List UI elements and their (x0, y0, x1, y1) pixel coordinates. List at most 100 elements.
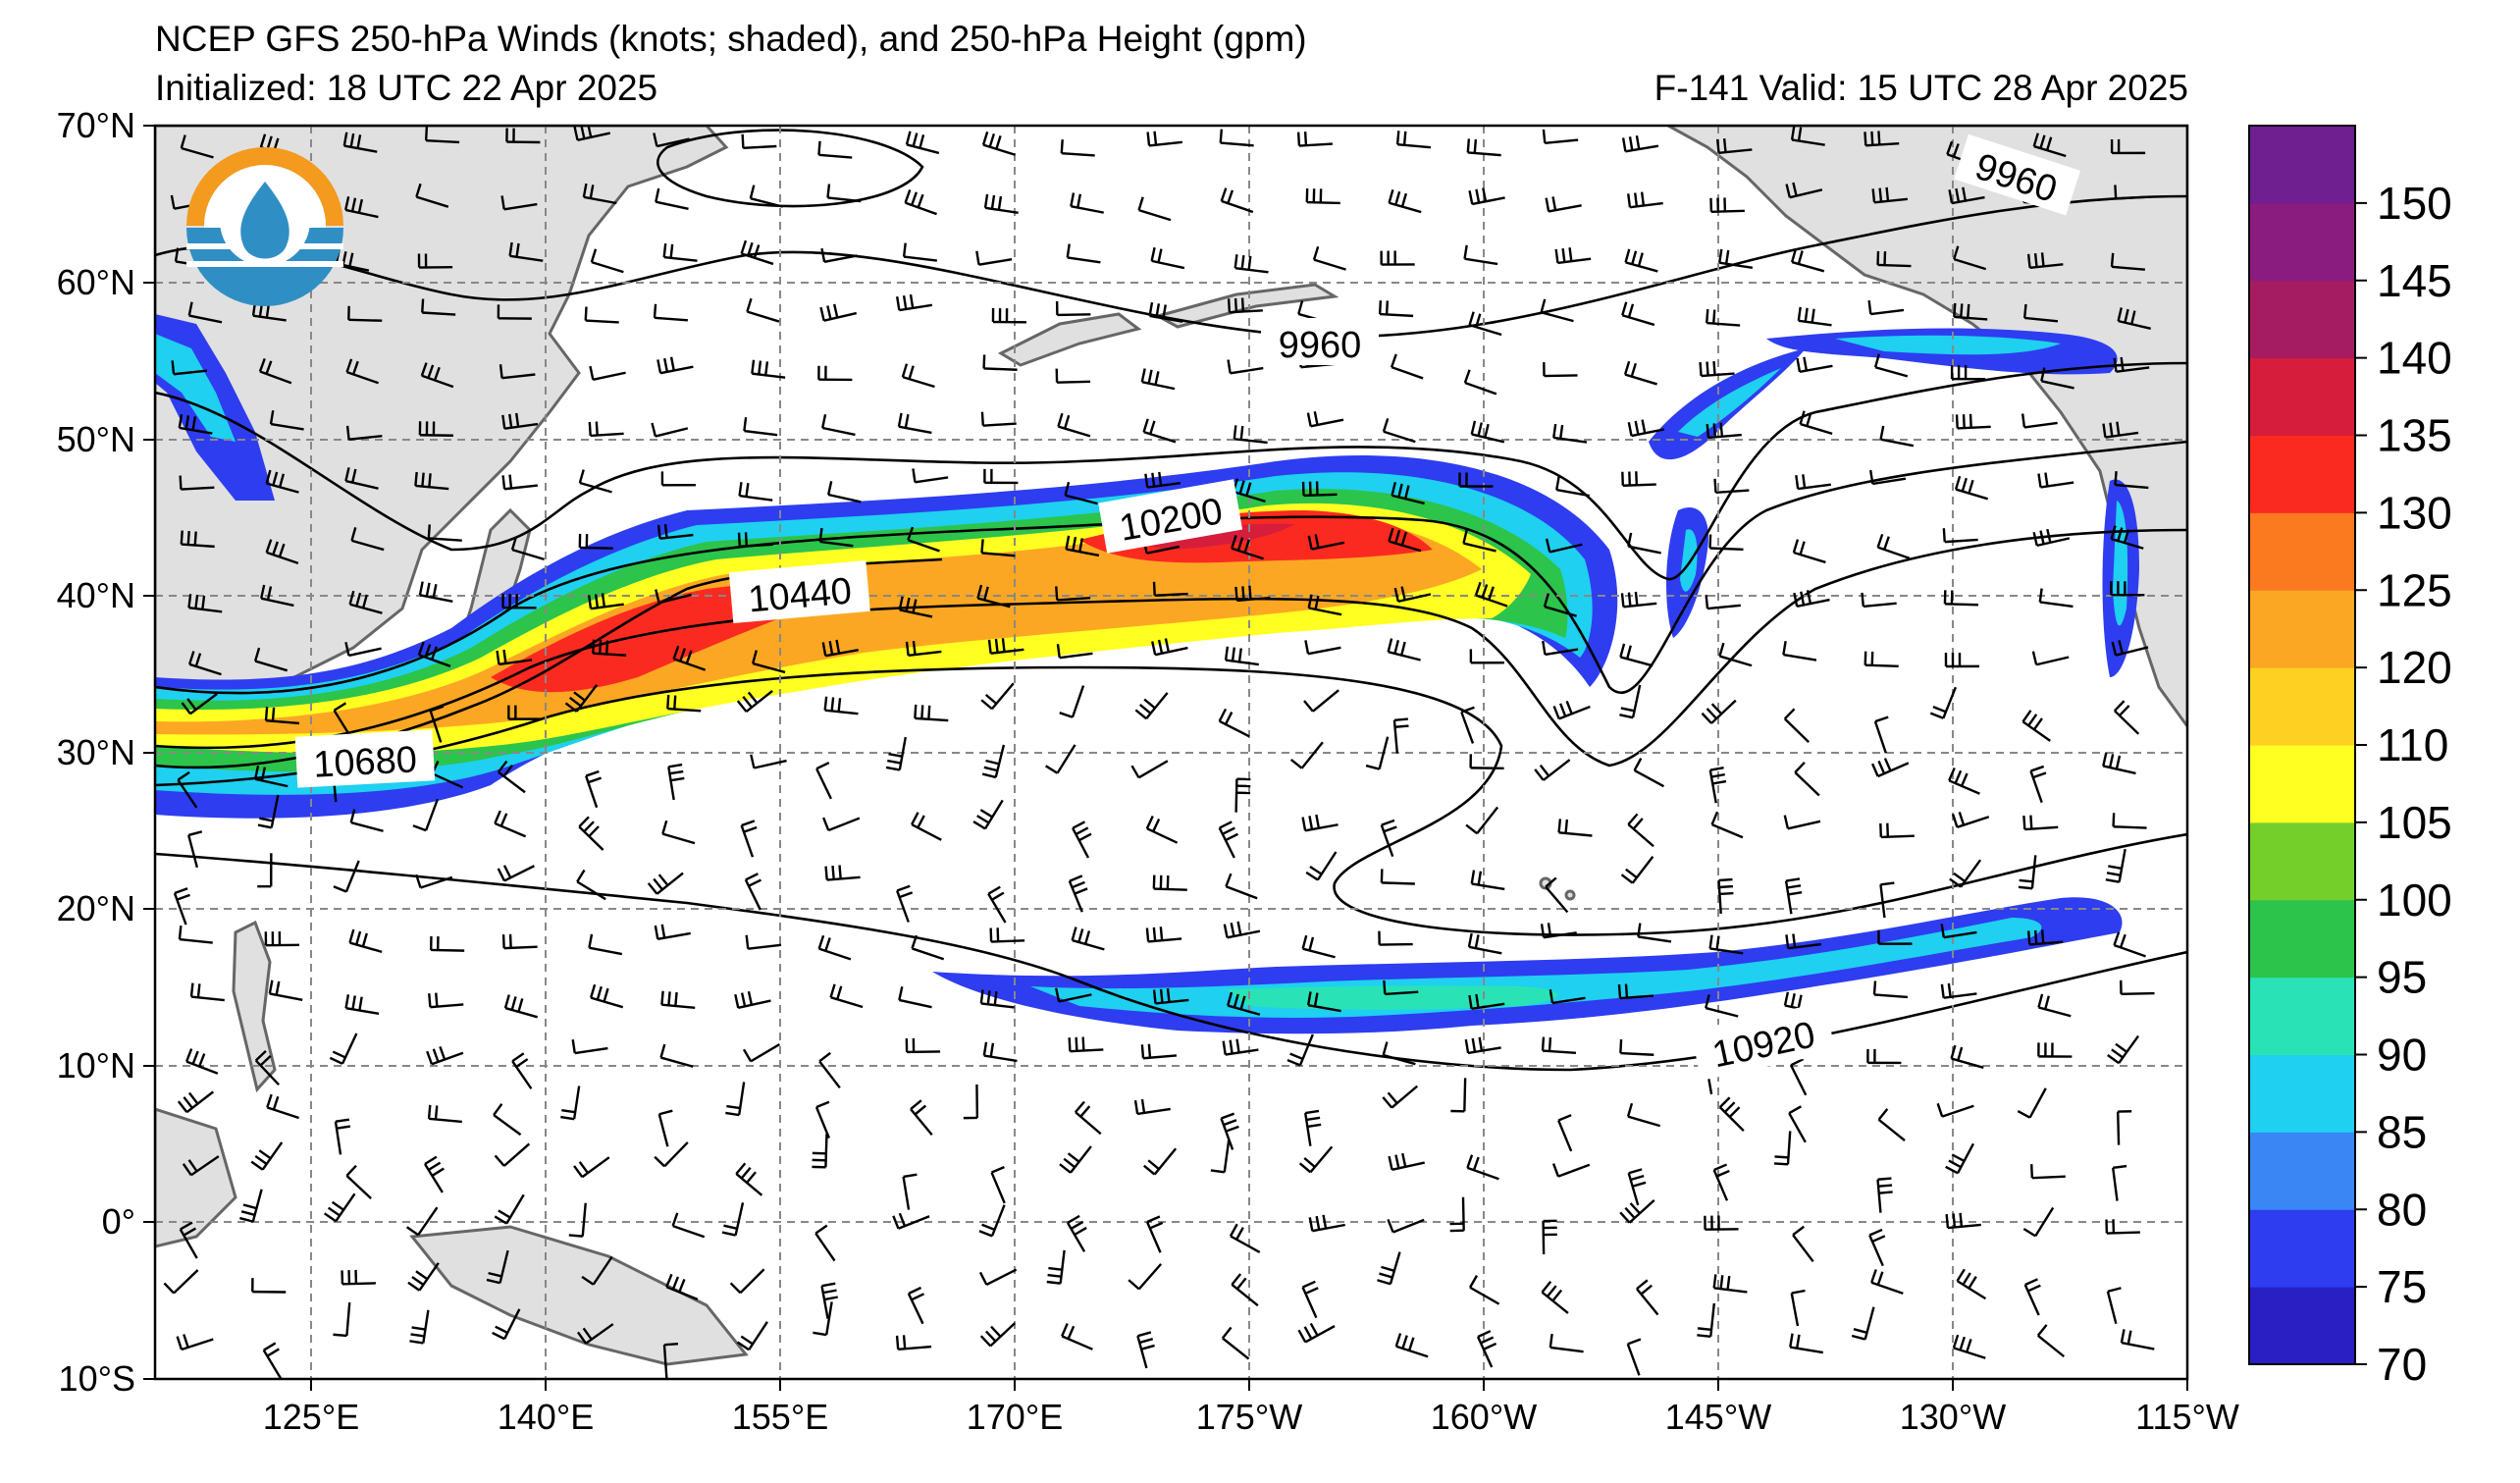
wind-barb (898, 736, 907, 770)
wind-barb (334, 1121, 342, 1155)
wind-barb (173, 892, 187, 926)
wind-barb-feather (1712, 779, 1727, 785)
wind-barb-feather (1790, 126, 1796, 140)
wind-barb-feather (895, 1335, 900, 1350)
wind-barb (1153, 887, 1187, 891)
wind-barb (333, 710, 353, 740)
wind-barb-feather (1773, 1162, 1789, 1166)
wind-barb-feather (2040, 367, 2046, 382)
wind-barb (825, 648, 859, 658)
wind-barb-feather (1223, 1119, 1237, 1127)
wind-barb-feather (1231, 535, 1237, 550)
wind-barb-feather (1164, 638, 1171, 653)
wind-barb (2023, 421, 2058, 429)
wind-barb-feather (902, 1335, 907, 1350)
wind-barb-feather (1381, 1265, 1395, 1272)
wind-barb-feather (1936, 1102, 1944, 1117)
wind-barb-feather (502, 649, 507, 664)
wind-barb-feather (821, 414, 827, 429)
wind-barb-feather (741, 820, 756, 827)
wind-barb (737, 1082, 746, 1116)
wind-barb-feather (1239, 995, 1246, 1010)
lat-label-10n: 10°N (57, 1045, 135, 1086)
wind-barb-feather (1462, 529, 1468, 544)
wind-barb-feather (1794, 762, 1806, 773)
wind-barb (663, 1141, 689, 1168)
wind-barb (592, 1255, 613, 1286)
wind-barb-feather (191, 416, 197, 431)
colorbar-label: 110 (2377, 719, 2448, 770)
wind-barb (430, 1003, 464, 1009)
wind-barb-feather (823, 1296, 838, 1301)
wind-barb (1783, 717, 1811, 743)
wind-barb-feather (187, 594, 192, 609)
wind-barb-feather (1705, 994, 1710, 1009)
wind-barb-feather (1715, 1169, 1730, 1178)
wind-barb-feather (2040, 252, 2045, 267)
wind-barb-feather (1552, 423, 1557, 439)
wind-barb-feather (1297, 1329, 1307, 1344)
wind-barb-feather (752, 650, 758, 664)
wind-barb (185, 1090, 215, 1114)
wind-barb-feather (439, 1045, 446, 1060)
wind-barb (744, 878, 761, 911)
wind-barb-feather (662, 242, 667, 258)
wind-barb-feather (1477, 422, 1483, 437)
wind-barb-feather (908, 365, 915, 380)
wind-barb-feather (985, 759, 1000, 766)
wind-barb (422, 311, 456, 316)
wind-barb-feather (813, 1331, 827, 1337)
wind-barb (1061, 151, 1095, 157)
wind-barb (188, 314, 223, 324)
wind-barb (1718, 1106, 1745, 1132)
wind-barb-feather (348, 928, 355, 943)
wind-barb-feather (1710, 703, 1723, 715)
wind-barb (1392, 719, 1399, 754)
wind-barb-feather (1728, 1106, 1741, 1118)
wind-barb-feather (260, 584, 266, 599)
wind-barb (181, 486, 215, 491)
wind-barb (1626, 1343, 1641, 1376)
wind-barb-feather (823, 696, 828, 711)
wind-barb-feather (1955, 187, 1961, 203)
wind-barb (1153, 1147, 1178, 1176)
wind-barb (1154, 592, 1188, 597)
wind-barb-feather (1304, 1287, 1319, 1296)
wind-barb (417, 1206, 439, 1236)
wind-barb-feather (257, 823, 272, 829)
wind-barb (1306, 200, 1340, 205)
wind-barb-feather (163, 1282, 175, 1295)
wind-barb-feather (1075, 826, 1089, 836)
wind-barb-feather (975, 250, 980, 265)
wind-barb-feather (414, 471, 418, 487)
wind-barb-feather (2113, 1164, 2127, 1170)
wind-barb-feather (902, 242, 907, 257)
wind-barb-feather (176, 893, 190, 901)
wind-barb-feather (1241, 586, 1245, 601)
wind-barb-feather (1076, 193, 1082, 208)
wind-barb (1954, 315, 1988, 321)
wind-barb (1304, 823, 1339, 832)
wind-barb-feather (1539, 764, 1550, 777)
wind-barb-feather (1709, 767, 1724, 771)
wind-barb-feather (1307, 535, 1313, 550)
wind-barb-feather (1075, 1036, 1078, 1051)
wind-barb (1056, 744, 1076, 774)
wind-barb (1475, 594, 1508, 608)
wind-barb-feather (2021, 413, 2026, 428)
wind-barb-feather (186, 698, 197, 711)
wind-barb (187, 834, 199, 869)
wind-barb-feather (271, 707, 276, 721)
wind-barb-feather (983, 766, 998, 772)
wind-barb-feather (344, 195, 350, 211)
wind-barb-feather (1394, 724, 1409, 728)
wind-barb (418, 1262, 440, 1292)
wind-barb (2031, 1175, 2066, 1180)
wind-barb-feather (1152, 927, 1157, 941)
wind-barb (254, 1059, 280, 1086)
init-time: Initialized: 18 UTC 22 Apr 2025 (155, 68, 658, 108)
lon-label-175w: 175°W (1196, 1397, 1302, 1437)
wind-barb (425, 798, 440, 831)
wind-barb (419, 434, 453, 437)
wind-barb-feather (582, 1327, 593, 1341)
